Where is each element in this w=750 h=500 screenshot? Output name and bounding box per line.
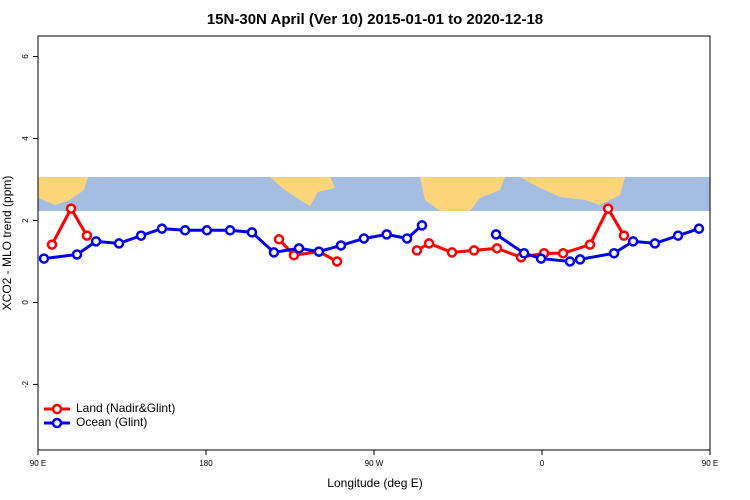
data-point [618,230,630,241]
data-point [246,227,258,238]
data-point [649,238,661,249]
data-point [156,223,168,234]
data-point [81,230,93,241]
data-point [135,230,147,241]
data-point [381,229,392,240]
legend-label: Land (Nadir&Glint) [76,401,175,415]
x-tick-label: 0 [540,459,545,468]
data-point [490,229,502,240]
data-point [38,253,50,264]
x-tick-label: 90 E [30,459,46,468]
data-point [71,249,83,260]
x-tick-label: 90 W [365,459,384,468]
data-point [672,230,684,241]
data-point [113,238,125,249]
land [38,177,88,205]
map-strip [38,177,710,211]
y-tick-label: 6 [21,54,30,59]
data-point [693,223,705,234]
data-point [293,243,305,254]
data-point [401,233,413,244]
data-point [273,234,285,245]
land [520,177,625,205]
legend-marker [51,417,63,429]
data-point [411,245,423,256]
data-point [584,239,596,250]
data-point [627,236,639,247]
y-tick-label: 0 [21,300,30,305]
data-point [335,240,347,251]
data-point [535,253,547,264]
x-tick-label: 180 [199,459,213,468]
land [270,177,335,206]
x-axis-label: Longitude (deg E) [327,476,422,490]
data-point [268,247,280,258]
data-point [358,233,370,244]
data-point [331,256,343,267]
data-point [224,225,236,236]
data-point [288,250,300,261]
data-point [574,254,586,265]
data-point [46,239,58,250]
data-point [608,247,620,259]
y-axis-label: XCO2 - MLO trend (ppm) [0,176,14,311]
legend-marker [51,403,63,415]
chart-title: 15N-30N April (Ver 10) 2015-01-01 to 202… [207,11,543,28]
x-tick-label: 90 E [702,459,718,468]
data-point [65,203,77,214]
data-point [468,245,480,256]
data-point [423,238,435,249]
data-point [491,243,503,254]
y-tick-label: -2 [21,380,30,388]
data-point [518,247,530,259]
data-point [90,236,102,247]
data-point [179,225,191,236]
y-tick-label: 2 [21,218,30,223]
y-tick-label: 4 [21,136,30,141]
plot-frame [37,35,711,451]
land [420,177,505,211]
data-point [446,247,458,258]
data-point [313,246,325,257]
legend-label: Ocean (Glint) [76,415,147,429]
data-point [416,220,428,231]
data-point [602,203,614,214]
data-point [564,256,576,267]
data-point [557,247,569,259]
data-point [201,225,213,236]
